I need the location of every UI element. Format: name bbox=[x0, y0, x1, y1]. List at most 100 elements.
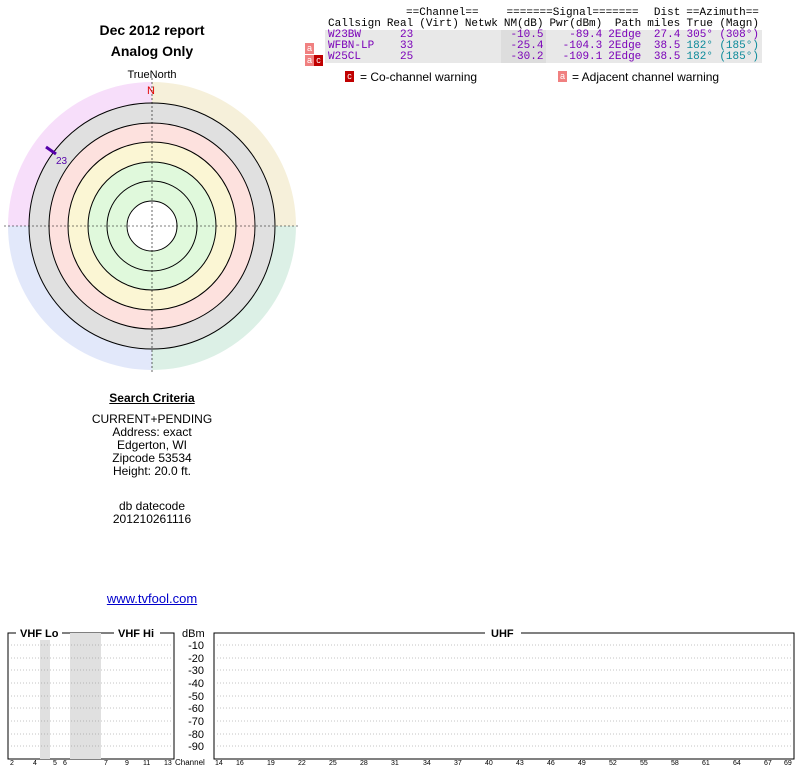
column-header-row: Callsign Real (Virt) Netwk NM(dB) Pwr(dB… bbox=[325, 19, 762, 30]
virtual-channel bbox=[416, 30, 462, 41]
dbm-tick: -60 bbox=[188, 703, 204, 715]
channel-tick: 11 bbox=[143, 760, 150, 767]
channel-tick: 69 bbox=[784, 760, 792, 767]
magnetic-azimuth: (308°) bbox=[719, 29, 759, 41]
true-azimuth: 182° bbox=[686, 51, 713, 63]
co-channel-warning-icon: c bbox=[314, 55, 323, 66]
tvfool-link[interactable]: www.tvfool.com bbox=[106, 591, 198, 606]
path-value: 2Edge bbox=[608, 40, 642, 52]
channel-tick: 2 bbox=[10, 760, 14, 767]
network bbox=[462, 30, 501, 41]
channel-tick: 9 bbox=[125, 760, 129, 767]
network bbox=[462, 41, 501, 52]
dbm-tick: -10 bbox=[188, 640, 204, 652]
channel-tick: 52 bbox=[609, 760, 617, 767]
distance-value: 38.5 bbox=[653, 51, 681, 63]
channel-tick: 4 bbox=[33, 760, 37, 767]
path-value: 2Edge bbox=[608, 51, 642, 63]
callsign-link[interactable]: WFBN-LP bbox=[328, 40, 375, 52]
channel-tick: 58 bbox=[671, 760, 679, 767]
table-row[interactable]: W25CL 25 -30.2 -109.1 2Edge 38.5 182° (1… bbox=[325, 52, 762, 63]
true-azimuth: 182° bbox=[686, 40, 713, 52]
channel-tick: 16 bbox=[236, 760, 244, 767]
channel-tick: 64 bbox=[733, 760, 741, 767]
report-title: Dec 2012 report bbox=[99, 22, 205, 38]
callsign-link[interactable]: W23BW bbox=[328, 29, 362, 41]
true-north-label: TrueNorth bbox=[127, 69, 177, 81]
col-true: True bbox=[686, 18, 713, 30]
channel-tick: 67 bbox=[764, 760, 772, 767]
dbm-tick: -70 bbox=[188, 716, 204, 728]
network bbox=[462, 52, 501, 63]
col-virt: (Virt) bbox=[419, 18, 459, 30]
real-channel: 23 bbox=[400, 29, 414, 41]
uhf-channel-ticks: 14 16 19 22 25 28 31 34 37 40 43 46 49 5… bbox=[215, 760, 792, 767]
col-netwk: Netwk bbox=[464, 18, 498, 30]
north-marker: N bbox=[147, 85, 155, 97]
vhf-hi-label: VHF Hi bbox=[118, 628, 154, 640]
adjacent-legend-icon: a bbox=[558, 71, 567, 82]
channel-tick: 5 bbox=[53, 760, 57, 767]
virtual-channel bbox=[416, 52, 462, 63]
channel-tick: 6 bbox=[63, 760, 67, 767]
channel-tick: 14 bbox=[215, 760, 223, 767]
table-row[interactable]: W23BW 23 -10.5 -89.4 2Edge 27.4 305° (30… bbox=[325, 30, 762, 41]
channel-group-header: ==Channel== bbox=[406, 7, 479, 19]
channel-tick: 61 bbox=[702, 760, 710, 767]
criteria-line: CURRENT+PENDING bbox=[91, 412, 213, 426]
adjacent-warning-icon: a bbox=[305, 55, 314, 66]
channel-tick: 13 bbox=[164, 760, 172, 767]
dist-group-header: Dist bbox=[653, 7, 681, 19]
real-channel: 25 bbox=[400, 51, 414, 63]
criteria-line: Zipcode 53534 bbox=[112, 451, 192, 465]
col-path: Path bbox=[614, 18, 642, 30]
true-azimuth: 305° bbox=[686, 29, 713, 41]
adjacent-warning-icon: a bbox=[305, 43, 314, 54]
real-channel: 33 bbox=[400, 40, 414, 52]
col-real: Real bbox=[386, 18, 414, 30]
col-pwr: Pwr(dBm) bbox=[549, 18, 603, 30]
col-callsign: Callsign bbox=[328, 18, 381, 30]
station-mark-label: 23 bbox=[56, 156, 68, 167]
co-channel-legend-icon: c bbox=[345, 71, 354, 82]
dbm-tick: -30 bbox=[188, 665, 204, 677]
dbm-tick: -90 bbox=[188, 741, 204, 753]
nm-value: -30.2 bbox=[500, 52, 547, 63]
magnetic-azimuth: (185°) bbox=[719, 40, 759, 52]
col-miles: miles bbox=[647, 18, 681, 30]
outer-color-ring bbox=[8, 82, 296, 370]
channel-tick: 55 bbox=[640, 760, 648, 767]
search-criteria-block: CURRENT+PENDING Address: exact Edgerton,… bbox=[52, 413, 252, 478]
criteria-line: Height: 20.0 ft. bbox=[112, 464, 192, 478]
vhf-channel-ticks: 2 4 5 6 7 9 11 13 bbox=[10, 760, 172, 767]
pwr-value: -109.1 bbox=[562, 51, 603, 63]
db-datecode-block: db datecode 201210261116 bbox=[52, 500, 252, 526]
channel-tick: 22 bbox=[298, 760, 306, 767]
pwr-value: -89.4 bbox=[569, 29, 603, 41]
callsign-link[interactable]: W25CL bbox=[328, 51, 362, 63]
channel-tick: 31 bbox=[391, 760, 399, 767]
dbm-label: dBm bbox=[182, 628, 205, 640]
station-direction-mark bbox=[45, 145, 57, 156]
dbm-tick: -40 bbox=[188, 678, 204, 690]
spectrum-chart: VHF Lo VHF Hi UHF dBm -10 -20 -30 -40 -5… bbox=[7, 626, 795, 767]
distance-value: 38.5 bbox=[653, 40, 681, 52]
channel-tick: 34 bbox=[423, 760, 431, 767]
group-header-row: ==Channel== =======Signal======= Dist ==… bbox=[325, 8, 762, 19]
path-value: 2Edge bbox=[608, 29, 642, 41]
nm-value: -25.4 bbox=[500, 41, 547, 52]
search-criteria-heading: Search Criteria bbox=[109, 391, 195, 405]
channel-tick: 19 bbox=[267, 760, 275, 767]
table-row[interactable]: WFBN-LP 33 -25.4 -104.3 2Edge 38.5 182° … bbox=[325, 41, 762, 52]
channel-tick: 49 bbox=[578, 760, 586, 767]
channel-axis-label: Channel bbox=[175, 758, 205, 767]
virtual-channel bbox=[416, 41, 462, 52]
uhf-label: UHF bbox=[491, 628, 514, 640]
channel-tick: 7 bbox=[104, 760, 108, 767]
signal-group-header: =======Signal======= bbox=[506, 7, 639, 19]
dbm-ticks: -10 -20 -30 -40 -50 -60 -70 -80 -90 bbox=[188, 640, 204, 753]
co-channel-legend-text: = Co-channel warning bbox=[360, 70, 478, 84]
azimuth-group-header: ==Azimuth== bbox=[686, 7, 759, 19]
channel-tick: 37 bbox=[454, 760, 462, 767]
report-subtitle: Analog Only bbox=[110, 43, 194, 59]
